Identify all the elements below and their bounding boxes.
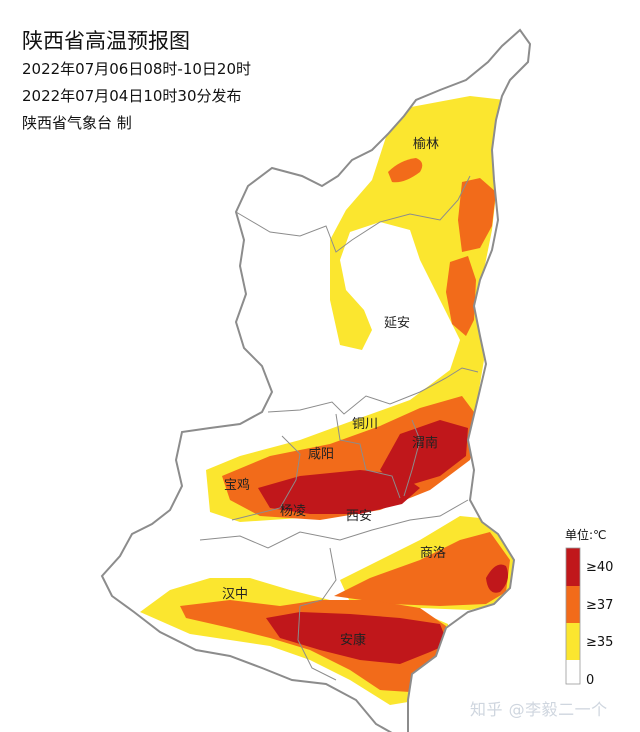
city-label-xianyang: 咸阳 (308, 447, 334, 462)
city-label-ankang: 安康 (340, 632, 366, 648)
zone-40-ankang (266, 612, 448, 664)
legend-label-37: ≥37 (586, 598, 613, 613)
city-label-tongchuan: 铜川 (352, 417, 378, 432)
city-label-yulin: 榆林 (413, 137, 439, 152)
zone-37-east-strip-2 (446, 256, 476, 336)
hazard-zones (140, 96, 516, 705)
legend: 单位:℃ ≥40 ≥37 ≥35 0 (565, 527, 613, 688)
legend-label-40: ≥40 (586, 560, 613, 575)
city-label-xian: 西安 (346, 509, 372, 524)
zone-37-shangluo (334, 532, 510, 606)
producer: 陕西省气象台 制 (22, 114, 132, 132)
city-label-yangling: 杨凌 (280, 504, 306, 519)
legend-swatch-37 (566, 586, 580, 623)
city-label-shangluo: 商洛 (420, 546, 446, 561)
map-title: 陕西省高温预报图 (22, 29, 190, 53)
zone-40-shangluo (486, 564, 508, 593)
zone-37-yulin (388, 158, 423, 183)
watermark: 知乎 @李毅二一个 (470, 700, 608, 719)
forecast-period: 2022年07月06日08时-10日20时 (22, 60, 252, 78)
city-label-weinan: 渭南 (412, 435, 438, 451)
zone-40-weinan (380, 420, 468, 488)
city-label-hanzhong: 汉中 (222, 587, 248, 602)
city-label-yanan: 延安 (384, 316, 410, 331)
province-outline (100, 28, 532, 732)
city-label-baoji: 宝鸡 (224, 477, 250, 493)
map-header: 陕西省高温预报图 2022年07月06日08时-10日20时 2022年07月0… (22, 26, 251, 137)
legend-swatch-40 (566, 548, 580, 586)
legend-swatch-35 (566, 623, 580, 660)
issue-time: 2022年07月04日10时30分发布 (22, 87, 242, 105)
zone-40-xian (258, 470, 420, 514)
legend-label-35: ≥35 (586, 635, 613, 650)
legend-label-0: 0 (586, 673, 594, 688)
legend-title: 单位:℃ (565, 527, 607, 542)
legend-swatch-0 (566, 660, 580, 684)
zone-37-east-strip-1 (458, 178, 496, 252)
legend-frame (565, 547, 581, 685)
city-boundaries (199, 175, 479, 681)
